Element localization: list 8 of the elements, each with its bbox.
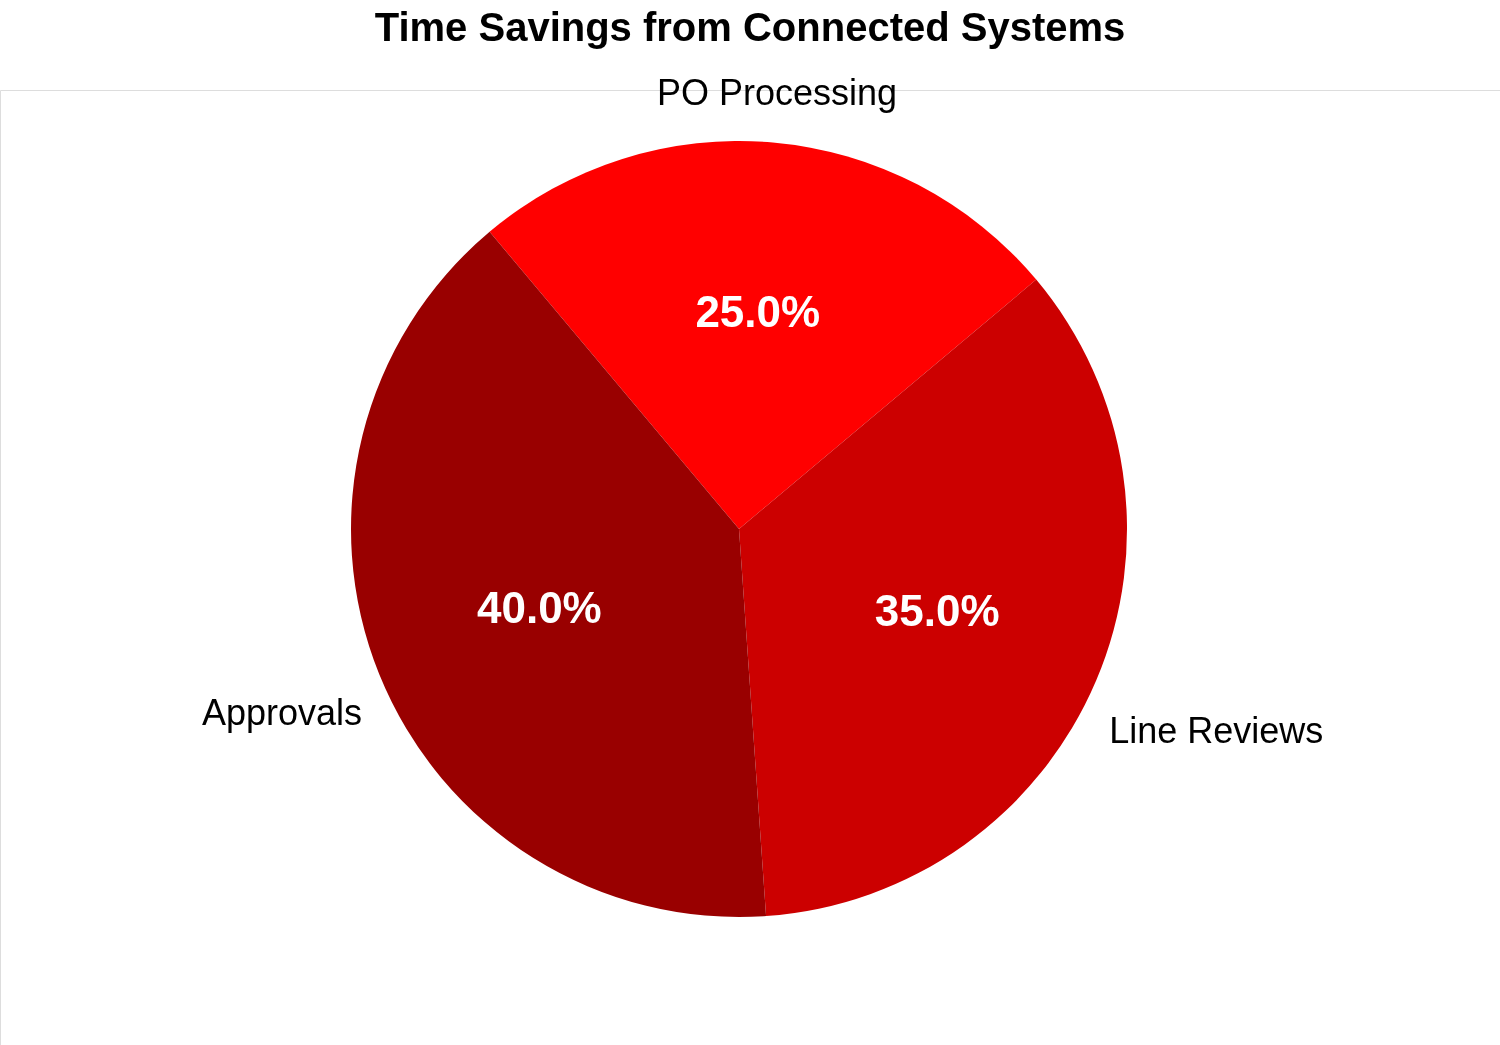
data-label: 35.0%: [874, 586, 1000, 636]
data-label: 40.0%: [476, 582, 602, 632]
slice-label: PO Processing: [656, 72, 898, 114]
slice-label: Line Reviews: [1109, 709, 1324, 751]
data-label: 25.0%: [695, 287, 821, 337]
slice-label: Approvals: [201, 691, 363, 733]
pie-slice: [489, 141, 1037, 529]
chart-title: Time Savings from Connected Systems: [374, 5, 1126, 50]
